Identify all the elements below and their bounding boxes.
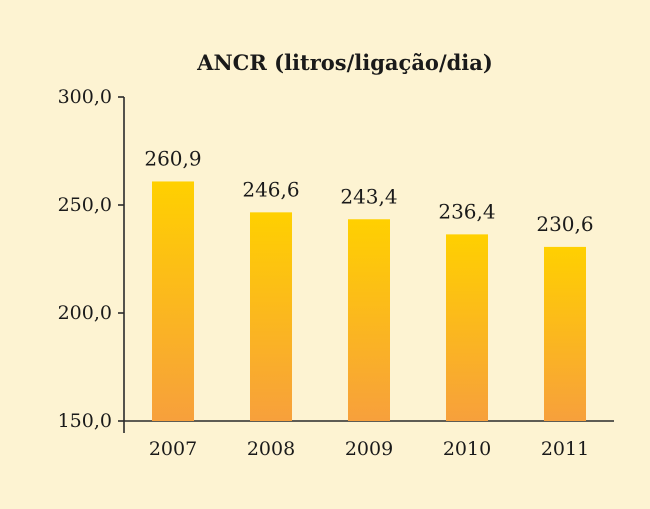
bar-2011 [544,246,586,421]
bar-2007 [152,181,194,421]
x-tick-label-2009: 2009 [345,438,393,460]
data-labels: 260,9 246,6 243,4 236,4 230,6 [144,146,593,235]
x-tick-label-2008: 2008 [247,438,295,460]
data-label-2008: 246,6 [242,177,299,201]
bar-2010 [446,234,488,421]
y-tick-label: 150,0 [58,410,112,432]
bar-2009 [348,219,390,421]
data-label-2007: 260,9 [144,146,201,170]
bars [152,181,586,421]
data-label-2010: 236,4 [438,199,495,223]
y-axis: 150,0 200,0 250,0 300,0 [58,86,125,433]
x-tick-label-2007: 2007 [149,438,197,460]
x-tick-label-2010: 2010 [443,438,491,460]
x-tick-label-2011: 2011 [541,438,589,460]
bar-2008 [250,212,292,421]
y-tick-label: 300,0 [58,86,112,108]
data-label-2009: 243,4 [340,184,397,208]
y-tick-label: 250,0 [58,194,112,216]
x-axis: 2007 2008 2009 2010 2011 [124,420,614,460]
y-tick-label: 200,0 [58,302,112,324]
data-label-2011: 230,6 [536,212,593,236]
chart-title: ANCR (litros/ligação/dia) [196,50,493,75]
